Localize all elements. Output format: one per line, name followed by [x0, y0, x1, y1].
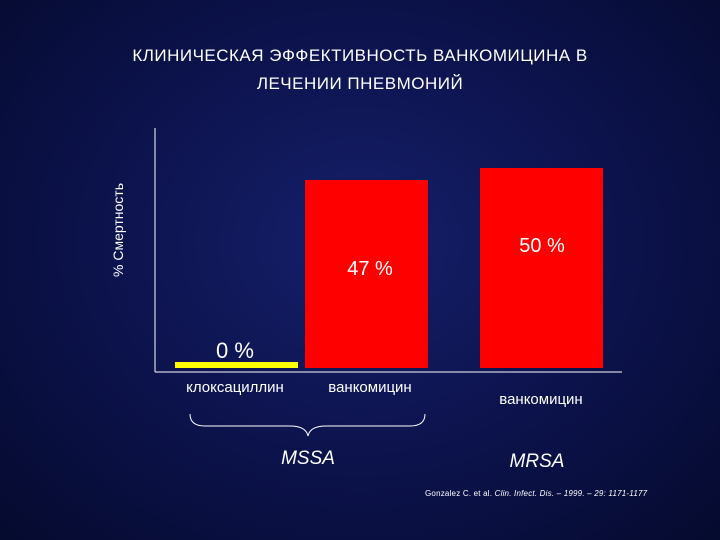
category-label-1: клоксациллин	[186, 379, 284, 396]
category-label-2: ванкомицин	[328, 379, 411, 396]
bar-2	[305, 180, 428, 368]
data-label-2: 47 %	[347, 258, 393, 280]
mssa-group-brace	[189, 413, 426, 437]
bar-1	[175, 362, 298, 368]
data-label-1: 0 %	[216, 338, 254, 363]
page-title: КЛИНИЧЕСКАЯ ЭФФЕКТИВНОСТЬ ВАНКОМИЦИНА В …	[0, 42, 720, 98]
title-line-1: КЛИНИЧЕСКАЯ ЭФФЕКТИВНОСТЬ ВАНКОМИЦИНА В	[132, 46, 588, 65]
y-axis-label: % Смертность	[110, 183, 126, 277]
source-authors: Gonzalez C. et al.	[425, 489, 493, 498]
source-journal: Clin. Infect. Dis. – 1999. – 29: 1171-11…	[494, 489, 648, 498]
data-label-3: 50 %	[519, 235, 565, 257]
group-label-mssa: MSSA	[281, 448, 335, 469]
source-citation: Gonzalez C. et al. Clin. Infect. Dis. – …	[425, 489, 647, 498]
group-label-mrsa: MRSA	[510, 451, 565, 472]
bar-3	[480, 168, 603, 368]
category-label-3: ванкомицин	[499, 391, 582, 408]
title-line-2: ЛЕЧЕНИИ ПНЕВМОНИЙ	[256, 74, 464, 93]
